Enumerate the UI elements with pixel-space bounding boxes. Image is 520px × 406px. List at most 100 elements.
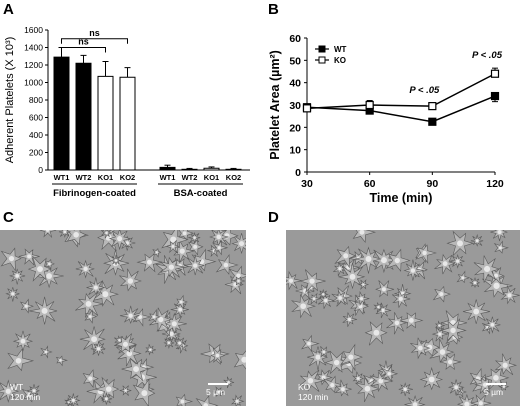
platelet-cell (482, 271, 513, 298)
bar (53, 56, 70, 171)
y-tick-label: 50 (289, 55, 301, 67)
y-tick-label: 400 (29, 130, 43, 140)
platelet-cell (490, 230, 508, 242)
platelet-cell (439, 318, 467, 343)
x-tick-label: WT2 (76, 173, 92, 182)
platelet-cell (432, 285, 451, 303)
platelet-cell (398, 382, 413, 397)
platelet-cell (298, 369, 325, 392)
platelet-cell (161, 230, 189, 255)
platelet-cell (0, 247, 22, 272)
platelet-cell (18, 248, 40, 266)
platelet-cell (462, 299, 491, 324)
platelet-cell (230, 394, 245, 406)
platelet-cell (119, 385, 132, 396)
platelet-cell (212, 239, 229, 256)
platelet-cell (439, 353, 462, 371)
platelet-cell (498, 381, 510, 392)
bar (119, 76, 136, 171)
data-point (428, 102, 437, 111)
platelet-cell (352, 230, 377, 244)
platelet-cell (26, 384, 40, 397)
platelet-cell (375, 280, 395, 298)
platelet-cell (75, 292, 104, 318)
platelet-cell (494, 353, 517, 376)
platelet-cell (447, 379, 465, 396)
platelet-cell (355, 376, 381, 403)
platelet-cell (334, 379, 352, 397)
x-tick-label: KO1 (98, 173, 113, 182)
platelet-cell (210, 347, 226, 364)
platelet-cell (233, 350, 246, 370)
significance-bracket (61, 47, 106, 53)
platelet-cell (334, 245, 356, 269)
platelet-cell (97, 230, 123, 252)
series-line (306, 95, 496, 123)
x-tick-label: WT1 (160, 173, 176, 182)
scale-bar (208, 383, 228, 385)
platelet-cell (108, 230, 132, 251)
platelet-cell (431, 326, 448, 342)
panel-letter-d: D (268, 209, 279, 226)
platelet-cell (380, 365, 399, 383)
platelet-cell (12, 330, 34, 352)
platelet-cell (75, 259, 95, 279)
platelet-cell (324, 350, 351, 375)
platelet-cells-texture (286, 230, 520, 406)
platelet-cell (318, 288, 329, 300)
platelet-cell (184, 254, 205, 276)
platelet-cell (231, 233, 246, 255)
y-tick-label: 30 (289, 100, 301, 112)
platelet-cell (170, 301, 189, 319)
platelet-cell (456, 270, 471, 284)
platelet-cell (7, 347, 35, 372)
platelet-cell (188, 231, 201, 244)
platelet-cell (386, 312, 408, 335)
platelet-cell (212, 386, 225, 397)
platelet-cell (149, 307, 172, 332)
platelet-cell (301, 334, 320, 352)
platelet-cell (354, 290, 370, 307)
platelet-cell (29, 296, 58, 325)
platelet-cell (19, 298, 34, 314)
platelet-cell (132, 378, 156, 406)
platelet-cell (116, 339, 142, 367)
platelet-cell (410, 337, 431, 360)
line-chart-platelet-area: 0 10 20 30 40 50 60 30 60 90 120 Time (min) Platelet… (268, 33, 504, 205)
platelet-cell (55, 355, 68, 367)
platelet-cell (473, 255, 500, 283)
platelet-cell (500, 285, 520, 305)
platelet-cell (469, 277, 481, 289)
platelet-cell (333, 261, 348, 277)
bar (75, 62, 92, 171)
micrograph-caption-time: 120 min (10, 392, 41, 402)
y-tick-label: 1600 (24, 25, 43, 35)
significance-label: ns (89, 28, 100, 38)
x-axis-label: Time (min) (370, 191, 433, 205)
platelet-cell (148, 308, 161, 323)
platelet-cell (223, 376, 235, 389)
platelet-cell (286, 270, 302, 291)
platelet-cell (233, 276, 245, 286)
y-tick-label: 20 (289, 122, 301, 134)
platelet-cell (331, 290, 348, 306)
platelet-cell (27, 255, 52, 282)
platelet-cell (66, 393, 81, 406)
y-tick-label: 10 (289, 145, 301, 157)
platelet-cell (101, 230, 112, 239)
platelet-cell (493, 240, 509, 254)
platelet-cell (317, 291, 335, 309)
y-axis-label: Adherent Platelets (X 10³) (4, 37, 16, 164)
x-tick-label: 30 (301, 178, 313, 190)
platelet-cell (195, 395, 219, 406)
platelet-cell (340, 343, 363, 372)
platelet-cell (307, 292, 321, 305)
significance-label: P < .05 (472, 50, 503, 61)
bar-chart-adherent-platelets: 0 200 400 600 800 1000 1200 1400 1600 Adherent Pl… (4, 25, 250, 199)
platelet-cell (449, 254, 465, 269)
scale-bar-label: 5 µm (484, 387, 504, 397)
panel-letter-c: C (3, 209, 14, 226)
bar (225, 168, 242, 171)
y-tick-label: 800 (29, 95, 43, 105)
platelet-cell (342, 312, 358, 327)
